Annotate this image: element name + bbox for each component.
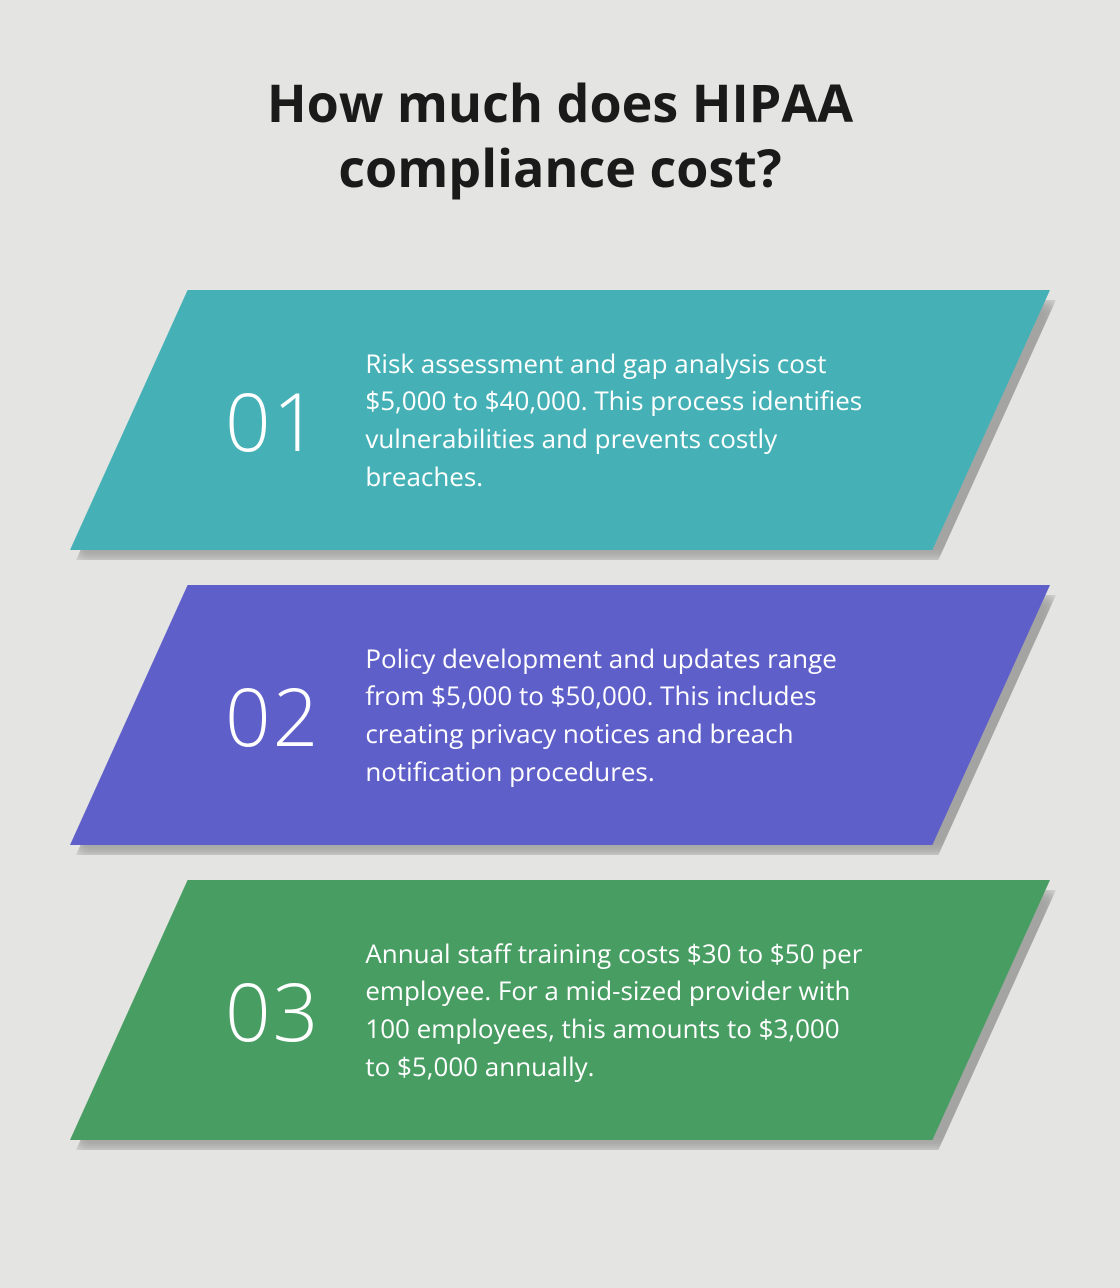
list-item: 01 Risk assessment and gap analysis cost… (70, 290, 1050, 550)
item-card: 01 Risk assessment and gap analysis cost… (70, 290, 1050, 550)
item-card: 03 Annual staff training costs $30 to $5… (70, 880, 1050, 1140)
items-list: 01 Risk assessment and gap analysis cost… (0, 290, 1120, 1140)
list-item: 03 Annual staff training costs $30 to $5… (70, 880, 1050, 1140)
item-text: Policy development and updates range fro… (365, 640, 870, 791)
item-number: 03 (225, 956, 320, 1065)
item-text: Risk assessment and gap analysis cost $5… (365, 345, 870, 496)
list-item: 02 Policy development and updates range … (70, 585, 1050, 845)
item-number: 01 (225, 366, 320, 475)
page-title: How much does HIPAA compliance cost? (0, 0, 1120, 200)
item-text: Annual staff training costs $30 to $50 p… (365, 935, 870, 1086)
item-card: 02 Policy development and updates range … (70, 585, 1050, 845)
item-number: 02 (225, 661, 320, 770)
